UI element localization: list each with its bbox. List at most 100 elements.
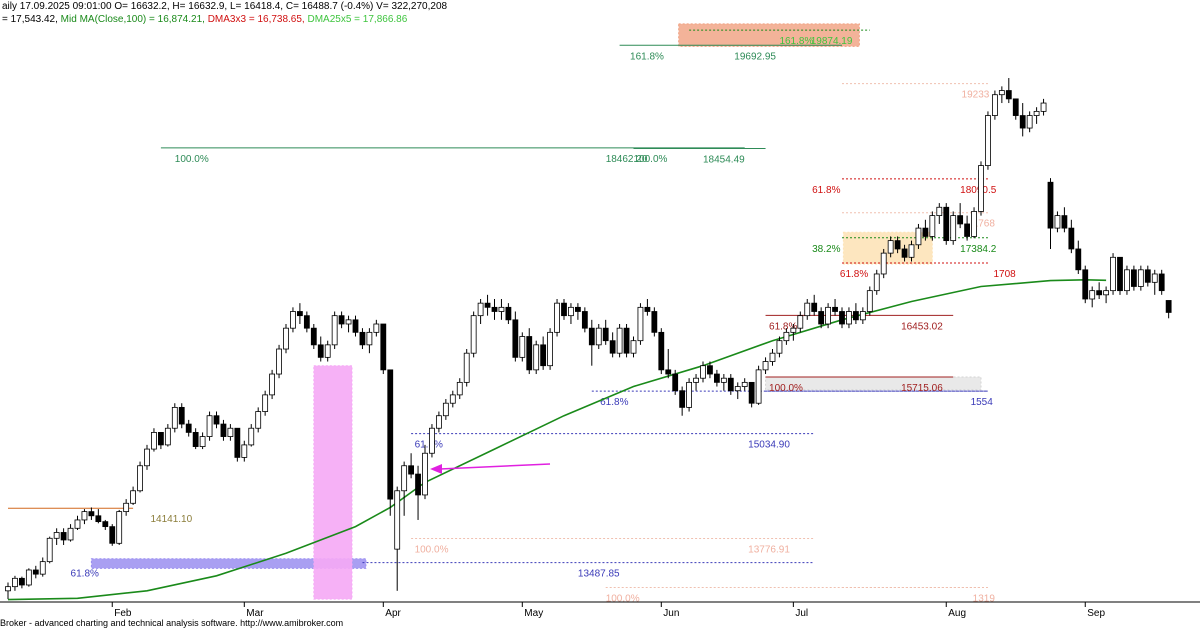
candle-body	[276, 348, 282, 375]
candle-body	[185, 423, 192, 433]
candle-body	[929, 215, 936, 237]
candle-body	[144, 448, 150, 467]
fib-level-label: 19874.19	[811, 36, 853, 47]
candle	[1040, 98, 1047, 116]
candle-body	[317, 344, 324, 358]
candle	[929, 211, 936, 241]
candle	[1068, 219, 1075, 254]
candle	[248, 424, 255, 447]
fib-level-label: 61.8%	[71, 569, 99, 580]
candle-body	[296, 311, 303, 317]
candle-body	[366, 331, 373, 346]
candle-body	[839, 311, 845, 325]
candle	[324, 340, 331, 362]
candle-body	[241, 444, 248, 458]
candle	[470, 311, 477, 358]
candle-body	[1075, 248, 1082, 271]
candle-body	[700, 365, 706, 379]
candle	[908, 240, 915, 262]
candle	[644, 298, 651, 316]
candle	[498, 298, 505, 320]
candle-body	[908, 244, 915, 258]
candle	[234, 427, 241, 462]
candle	[151, 428, 157, 452]
candle	[901, 244, 908, 262]
candle	[220, 419, 227, 441]
candle-body	[693, 377, 699, 383]
fib-level-label: 100.0%	[769, 383, 803, 394]
candle	[255, 407, 262, 433]
candle	[394, 486, 401, 591]
candle-body	[554, 302, 560, 333]
candle	[429, 424, 435, 458]
candle	[123, 499, 130, 516]
x-tick-label: Mar	[246, 608, 264, 619]
candle-body	[123, 502, 130, 513]
fib-level-label: 161.8%	[630, 51, 664, 62]
candle	[978, 161, 984, 216]
candle	[540, 336, 547, 370]
candle	[1054, 211, 1061, 233]
fib-level-label: 100.0%	[415, 545, 449, 556]
candle	[1005, 78, 1012, 104]
candle-body	[866, 290, 873, 312]
candle	[1110, 253, 1116, 295]
candle	[1033, 107, 1040, 124]
candle-body	[998, 90, 1005, 96]
fib-level-label: 15715.06	[901, 383, 943, 394]
fib-level-label: 1554	[971, 397, 994, 408]
candle	[1144, 265, 1151, 287]
candle	[512, 311, 519, 362]
candle-body	[234, 427, 241, 458]
candle-body	[74, 519, 81, 529]
candle	[415, 465, 421, 520]
candle-body	[5, 586, 11, 592]
candle-body	[741, 381, 748, 387]
candle	[269, 369, 276, 400]
candle-body	[978, 165, 984, 212]
candle-body	[463, 352, 470, 383]
candle	[463, 349, 470, 387]
fib-level-label: 14141.10	[150, 514, 192, 525]
candle	[408, 453, 415, 479]
candle-body	[88, 511, 95, 517]
candle	[769, 349, 776, 366]
candle	[658, 328, 665, 375]
candle-body	[1068, 227, 1075, 250]
candle-body	[943, 206, 950, 242]
candle-body	[255, 411, 262, 429]
candle-body	[331, 315, 338, 346]
candle	[171, 403, 178, 433]
candle-body	[859, 311, 866, 321]
candle	[1096, 282, 1103, 299]
fib-level-label: 100.0%	[634, 154, 668, 165]
candle	[477, 298, 484, 325]
candle	[88, 507, 95, 520]
candle	[957, 203, 964, 229]
candle	[1026, 111, 1033, 133]
candle	[762, 357, 769, 375]
candle-body	[769, 352, 776, 362]
candle	[276, 344, 282, 379]
fib-level-label: 61.8%	[840, 269, 868, 280]
x-tick-label: Jul	[795, 608, 808, 619]
candle-body	[637, 306, 644, 342]
candle-body	[561, 302, 567, 317]
candle	[985, 111, 991, 170]
candle	[1103, 286, 1109, 304]
candle	[686, 378, 692, 412]
candle-body	[1117, 256, 1123, 292]
candle	[366, 328, 373, 354]
candle	[616, 324, 623, 358]
candle	[345, 315, 352, 333]
candle-body	[345, 319, 352, 325]
candle	[74, 515, 81, 530]
x-tick-label: Apr	[385, 608, 401, 619]
candle	[199, 432, 206, 450]
candle	[568, 303, 574, 325]
candle-body	[853, 311, 859, 321]
candle-body	[505, 306, 512, 321]
candle-body	[310, 327, 317, 346]
fib-zone-4	[765, 376, 982, 391]
